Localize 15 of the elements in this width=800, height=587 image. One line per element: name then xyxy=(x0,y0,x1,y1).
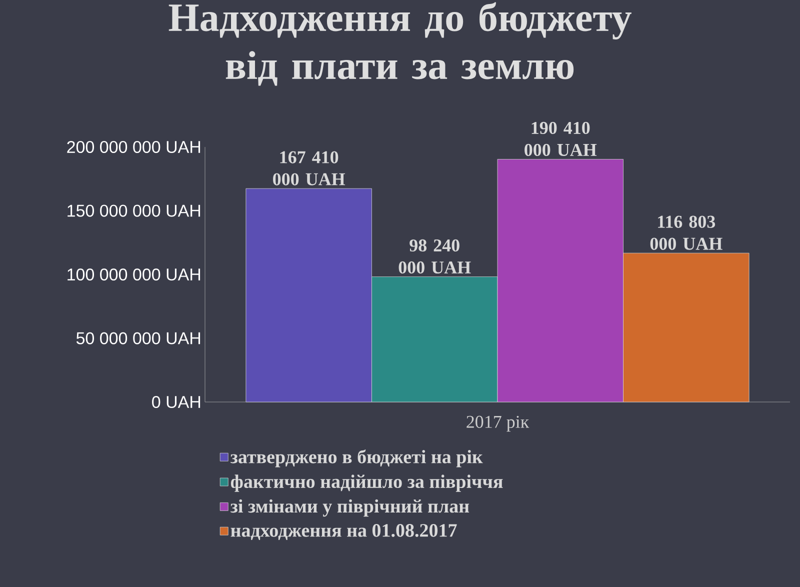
data-label: 190 410 000 UAH xyxy=(524,122,597,156)
x-tick-label: 2017 рік xyxy=(466,416,530,432)
y-tick-label: 200 000 000 UAH xyxy=(67,140,200,154)
y-tick-label: 100 000 000 UAH xyxy=(68,268,200,281)
legend-label: затверджено в бюджеті на рік xyxy=(230,450,483,468)
data-label: 116 803 000 UAH xyxy=(650,216,722,250)
y-tick-label: 50 000 000 UAH xyxy=(76,332,200,344)
legend-label: фактично надійшло за півріччя xyxy=(230,474,503,492)
legend-label: зі змінами у піврічний план xyxy=(230,499,470,517)
legend-label: надходження на 01.08.2017 xyxy=(230,524,457,540)
y-tick-label: 150 000 000 UAH xyxy=(68,204,200,217)
y-tick-label: 0 UAH xyxy=(152,396,200,408)
data-label: 98 240 000 UAH xyxy=(398,239,471,274)
chart-title: Надходження до бюджету від плати за землю xyxy=(168,2,632,86)
data-label: 167 410 000 UAH xyxy=(273,151,346,186)
